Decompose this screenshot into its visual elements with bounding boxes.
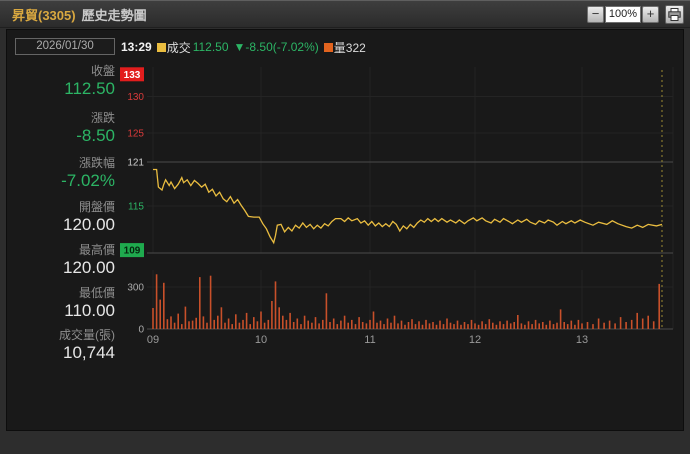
svg-text:133: 133 [124,70,141,81]
stat-label: 開盤價 [78,200,115,214]
stat-label: 收盤 [90,64,115,78]
trade-label: 成交 [166,40,191,55]
gridlines [147,67,674,330]
price-axis-labels: 133 130 125 121 115 109 [120,67,144,258]
stat-label: 漲跌 [90,111,115,125]
svg-text:300: 300 [127,283,144,294]
svg-text:130: 130 [127,92,144,103]
change-value: ▼-8.50(-7.02%) [233,40,319,54]
chart-panel: 2026/01/30 收盤 112.50 漲跌 -8.50 漲跌幅 -7.02% 開盤價 12… [6,29,684,431]
volume-bars [152,274,660,329]
zoom-controls: − 100% + [587,4,684,24]
zoom-in-button[interactable]: + [642,5,659,23]
svg-text:10: 10 [255,334,267,346]
title-bar: 昇貿(3305) 歷史走勢圖 − 100% + [0,0,690,28]
trend-chart[interactable]: 133 130 125 121 115 109 300 009 10 11 12 13 [119,62,686,352]
stat-value: -8.50 [76,126,115,145]
limit-down-badge [120,243,144,258]
volume-axis-labels: 300 0 [127,283,144,336]
page-title: 歷史走勢圖 [81,7,147,23]
stat-row: 最低價 110.00 [7,286,115,321]
printer-icon [668,7,681,21]
stat-value: 10,744 [63,343,115,362]
x-axis-labels: 09 10 11 12 13 [147,334,588,346]
volume-value: 量322 [333,40,366,55]
zoom-level-value: 100% [605,5,641,23]
stat-label: 最高價 [78,243,115,257]
limit-up-badge [120,67,144,82]
svg-text:115: 115 [128,202,144,213]
stat-value: 120.00 [63,258,115,277]
trade-series-swatch-icon [156,42,166,52]
date-field[interactable]: 2026/01/30 [15,38,115,55]
stat-row: 最高價 120.00 [7,243,115,278]
stat-row: 收盤 112.50 [7,64,115,99]
stat-row: 漲跌幅 -7.02% [7,156,115,191]
stat-row: 成交量(張) 10,744 [7,328,115,363]
svg-text:13: 13 [576,334,588,346]
stat-label: 最低價 [78,286,115,300]
volume-series-swatch-icon [323,42,333,52]
svg-text:09: 09 [147,334,159,346]
stat-value: 120.00 [63,215,115,234]
stat-value: -7.02% [61,171,115,190]
svg-text:121: 121 [127,158,144,169]
price-line [153,168,663,245]
svg-text:11: 11 [364,334,375,346]
stat-value: 112.50 [64,79,115,98]
svg-text:109: 109 [124,246,141,257]
stat-value: 110.00 [64,301,115,320]
svg-text:12: 12 [469,334,481,346]
quote-time: 13:29 [121,40,152,54]
stat-label: 成交量(張) [59,328,115,342]
trade-price: 112.50 [192,40,229,54]
svg-text:0: 0 [138,325,144,336]
svg-text:125: 125 [127,128,144,139]
stat-label: 漲跌幅 [78,156,115,170]
stat-row: 開盤價 120.00 [7,200,115,235]
chart-legend: 13:29 成交 112.50 ▼-8.50(-7.02%) 量322 [121,39,366,55]
stat-row: 漲跌 -8.50 [7,111,115,146]
stock-title: 昇貿(3305) [12,7,76,23]
print-button[interactable] [665,4,684,24]
zoom-out-button[interactable]: − [587,5,604,23]
